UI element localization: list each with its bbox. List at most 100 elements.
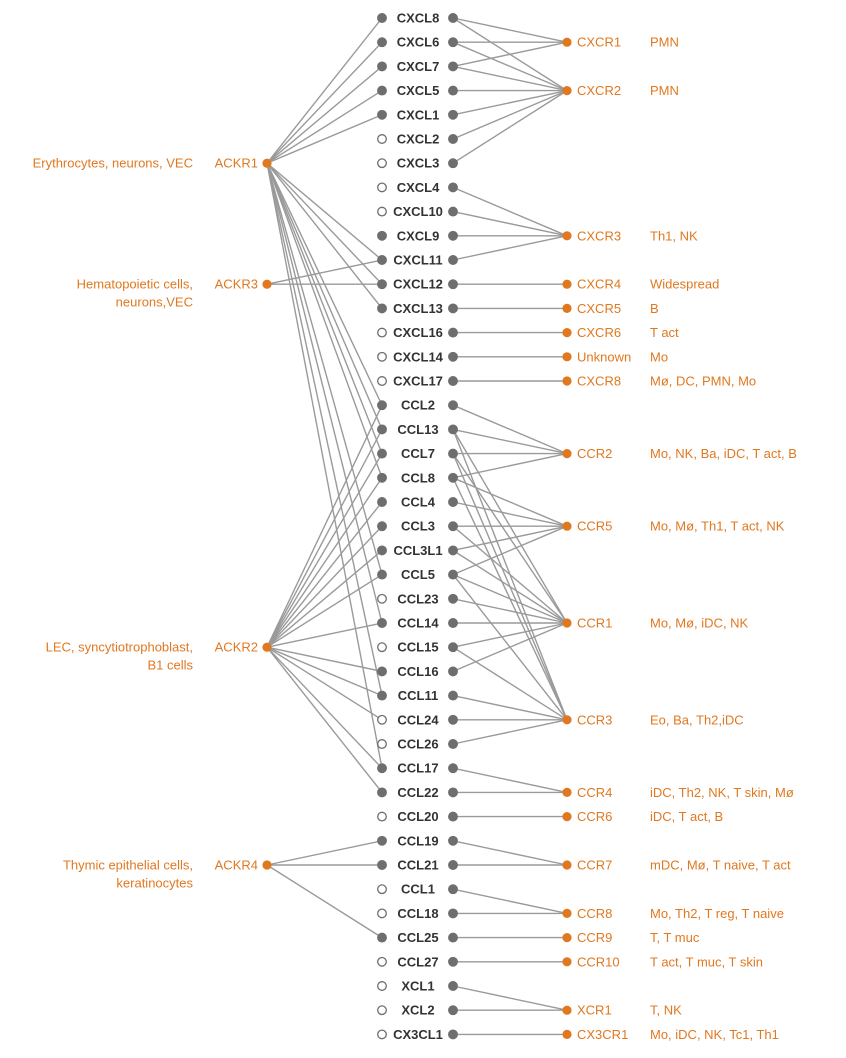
chemokine-label-ccl8: CCL8 (401, 470, 435, 485)
receptor-cells-unknown: Mo (650, 349, 668, 364)
receptor-cells-ccr6: iDC, T act, B (650, 809, 723, 824)
chemokine-node-right-cxcl10 (448, 206, 458, 217)
receptor-label-cxcr6: CXCR6 (577, 325, 621, 340)
chemokine-node-right-cxcl5 (448, 85, 458, 96)
receptor-cells-ccr9: T, T muc (650, 930, 700, 945)
edge-cxcl7-cxcr2 (452, 65, 568, 92)
chemokine-node-left-ccl15 (377, 642, 387, 653)
chemokine-node-left-ccl16 (377, 666, 387, 677)
chemokine-node-left-cxcl1 (377, 109, 387, 120)
chemokine-node-right-cxcl14 (448, 351, 458, 362)
chemokine-label-cxcl17: CXCL17 (393, 374, 443, 389)
chemokine-node-right-ccl3l1 (448, 545, 458, 556)
receptor-node-ccr8 (562, 908, 572, 919)
edge-cxcl1-cxcr2 (452, 89, 568, 116)
chemokine-node-left-ccl3l1 (377, 545, 387, 556)
receptor-label-ccr10: CCR10 (577, 954, 620, 969)
chemokine-node-right-cxcl13 (448, 303, 458, 314)
edge-cxcl8-cxcr2 (452, 17, 568, 92)
edge-ackr2-ccl17 (266, 646, 383, 769)
edge-ackr3-cxcl11 (266, 259, 383, 285)
chemokine-node-right-ccl14 (448, 618, 458, 628)
chemokine-label-ccl4: CCL4 (401, 495, 436, 510)
edge-ackr1-ccl11 (266, 163, 383, 696)
receptor-cells-cx3cr1: Mo, iDC, NK, Tc1, Th1 (650, 1027, 779, 1042)
edge-ackr2-ccl7 (266, 453, 383, 648)
receptor-label-cxcr3: CXCR3 (577, 228, 621, 243)
chemokine-label-cxcl2: CXCL2 (397, 132, 440, 147)
edge-ccl15-ccr3 (452, 646, 568, 721)
chemokine-node-left-ccl7 (377, 448, 387, 459)
chemokine-label-ccl3: CCL3 (401, 519, 435, 534)
edge-ackr2-ccl24 (266, 646, 383, 721)
receptor-label-ccr5: CCR5 (577, 519, 612, 534)
edge-cxcl6-cxcr2 (452, 41, 568, 92)
receptor-node-cxcr3 (562, 231, 572, 241)
edge-ackr2-ccl3l1 (266, 549, 383, 648)
chemokine-node-left-ccl17 (377, 763, 387, 774)
chemokine-node-left-ccl5 (377, 569, 387, 580)
chemokine-label-cx3cl1: CX3CL1 (393, 1027, 443, 1042)
chemokine-node-left-ccl27 (377, 956, 387, 967)
receptor-cells-ccr1: Mo, Mø, iDC, NK (650, 616, 749, 631)
edge-ccl13-ccr3 (452, 429, 568, 721)
receptor-label-ccr8: CCR8 (577, 906, 612, 921)
edge-ackr2-ccl16 (266, 646, 383, 673)
edge-ccl5-ccr5 (452, 525, 568, 576)
chemokine-node-right-cxcl17 (448, 376, 458, 386)
receptor-label-cxcr8: CXCR8 (577, 374, 621, 389)
chemokine-label-ccl11: CCL11 (398, 688, 438, 703)
chemokine-node-left-cxcl9 (377, 230, 387, 241)
chemokine-node-right-cxcl4 (448, 182, 458, 193)
chemokine-node-right-ccl1 (448, 884, 458, 895)
chemokine-label-cxcl5: CXCL5 (397, 83, 440, 98)
chemokine-node-left-cxcl4 (377, 182, 387, 193)
chemokine-node-right-ccl15 (448, 642, 458, 653)
receptor-node-ccr7 (562, 860, 572, 870)
receptor-label-ccr6: CCR6 (577, 809, 612, 824)
chemokine-label-ccl27: CCL27 (397, 954, 438, 969)
receptor-label-ccr7: CCR7 (577, 858, 612, 873)
receptor-cells-ccr7: mDC, Mø, T naive, T act (650, 858, 791, 873)
receptor-node-ccr1 (562, 618, 572, 628)
chemokine-node-right-ccl27 (448, 956, 458, 967)
ackr-cells-ackr2-line-1: LEC, syncytiotrophoblast, (46, 640, 193, 655)
chemokine-node-right-ccl17 (448, 763, 458, 774)
receptor-node-cxcr8 (562, 376, 572, 386)
receptor-label-ccr4: CCR4 (577, 785, 612, 800)
chemokine-label-cxcl6: CXCL6 (397, 35, 440, 50)
chemokine-label-ccl1: CCL1 (401, 882, 435, 897)
edge-ackr1-ccl13 (266, 162, 383, 430)
chemokine-node-right-ccl26 (448, 739, 458, 749)
edge-ackr1-ccl14 (266, 163, 383, 624)
ackr-label-ackr2: ACKR2 (215, 640, 258, 655)
chemokine-node-left-ccl23 (377, 593, 387, 604)
chemokine-node-right-ccl8 (448, 472, 458, 483)
chemokine-node-left-cxcl12 (377, 279, 387, 290)
receptor-cells-cxcr3: Th1, NK (650, 228, 698, 243)
edge-ccl7-ccr3 (452, 453, 568, 721)
receptor-node-ccr5 (562, 521, 572, 531)
ackr-label-ackr4: ACKR4 (215, 858, 258, 873)
edge-ackr1-cxcl5 (266, 90, 383, 164)
chemokine-label-ccl7: CCL7 (401, 446, 435, 461)
chemokine-label-cxcl7: CXCL7 (397, 59, 440, 74)
chemokine-node-right-cxcl1 (448, 109, 458, 120)
receptor-label-cxcr1: CXCR1 (577, 35, 621, 50)
chemokine-node-right-ccl13 (448, 424, 458, 435)
chemokine-label-ccl20: CCL20 (397, 809, 438, 824)
receptor-node-ccr3 (562, 715, 572, 725)
receptor-label-cxcr5: CXCR5 (577, 301, 621, 316)
edge-ccl5-ccr3 (452, 574, 568, 721)
edge-ackr1-cxcl13 (266, 162, 383, 309)
chemokine-node-left-cx3cl1 (377, 1029, 387, 1040)
receptor-node-ccr9 (562, 933, 572, 943)
chemokine-node-right-xcl2 (448, 1005, 458, 1016)
chemokine-node-right-ccl4 (448, 497, 458, 507)
edge-ackr1-ccl17 (266, 163, 383, 769)
edge-ccl1-ccr8 (452, 888, 568, 915)
edge-cxcl8-cxcr1 (452, 17, 568, 43)
receptor-node-ccr10 (562, 957, 572, 967)
chemokine-label-ccl15: CCL15 (397, 640, 438, 655)
